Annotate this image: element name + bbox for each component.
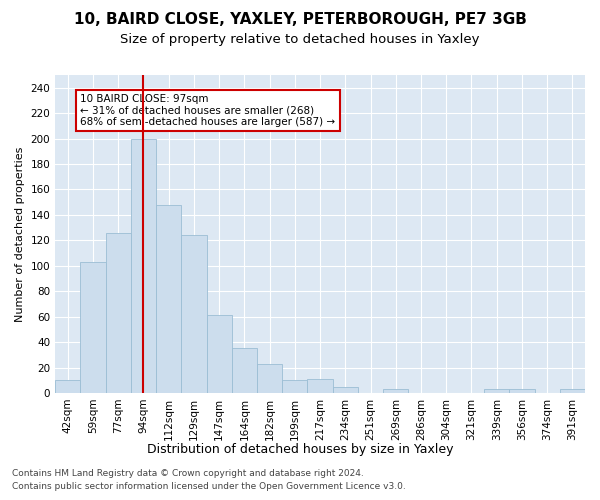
Text: Distribution of detached houses by size in Yaxley: Distribution of detached houses by size … [147, 442, 453, 456]
Bar [232, 348, 257, 393]
Text: 10 BAIRD CLOSE: 97sqm
← 31% of detached houses are smaller (268)
68% of semi-det: 10 BAIRD CLOSE: 97sqm ← 31% of detached … [80, 94, 335, 128]
Bar [80, 262, 106, 393]
Bar [332, 386, 358, 393]
Bar [156, 204, 181, 393]
Text: Size of property relative to detached houses in Yaxley: Size of property relative to detached ho… [120, 32, 480, 46]
Y-axis label: Number of detached properties: Number of detached properties [15, 146, 25, 322]
Bar [257, 364, 282, 393]
Text: Contains public sector information licensed under the Open Government Licence v3: Contains public sector information licen… [12, 482, 406, 491]
Bar [181, 236, 206, 393]
Bar [383, 389, 409, 393]
Text: 10, BAIRD CLOSE, YAXLEY, PETERBOROUGH, PE7 3GB: 10, BAIRD CLOSE, YAXLEY, PETERBOROUGH, P… [74, 12, 526, 28]
Bar [206, 316, 232, 393]
Text: Contains HM Land Registry data © Crown copyright and database right 2024.: Contains HM Land Registry data © Crown c… [12, 468, 364, 477]
Bar [131, 138, 156, 393]
Bar [282, 380, 307, 393]
Bar [484, 389, 509, 393]
Bar [560, 389, 585, 393]
Bar [509, 389, 535, 393]
Bar [307, 379, 332, 393]
Bar [55, 380, 80, 393]
Bar [106, 232, 131, 393]
